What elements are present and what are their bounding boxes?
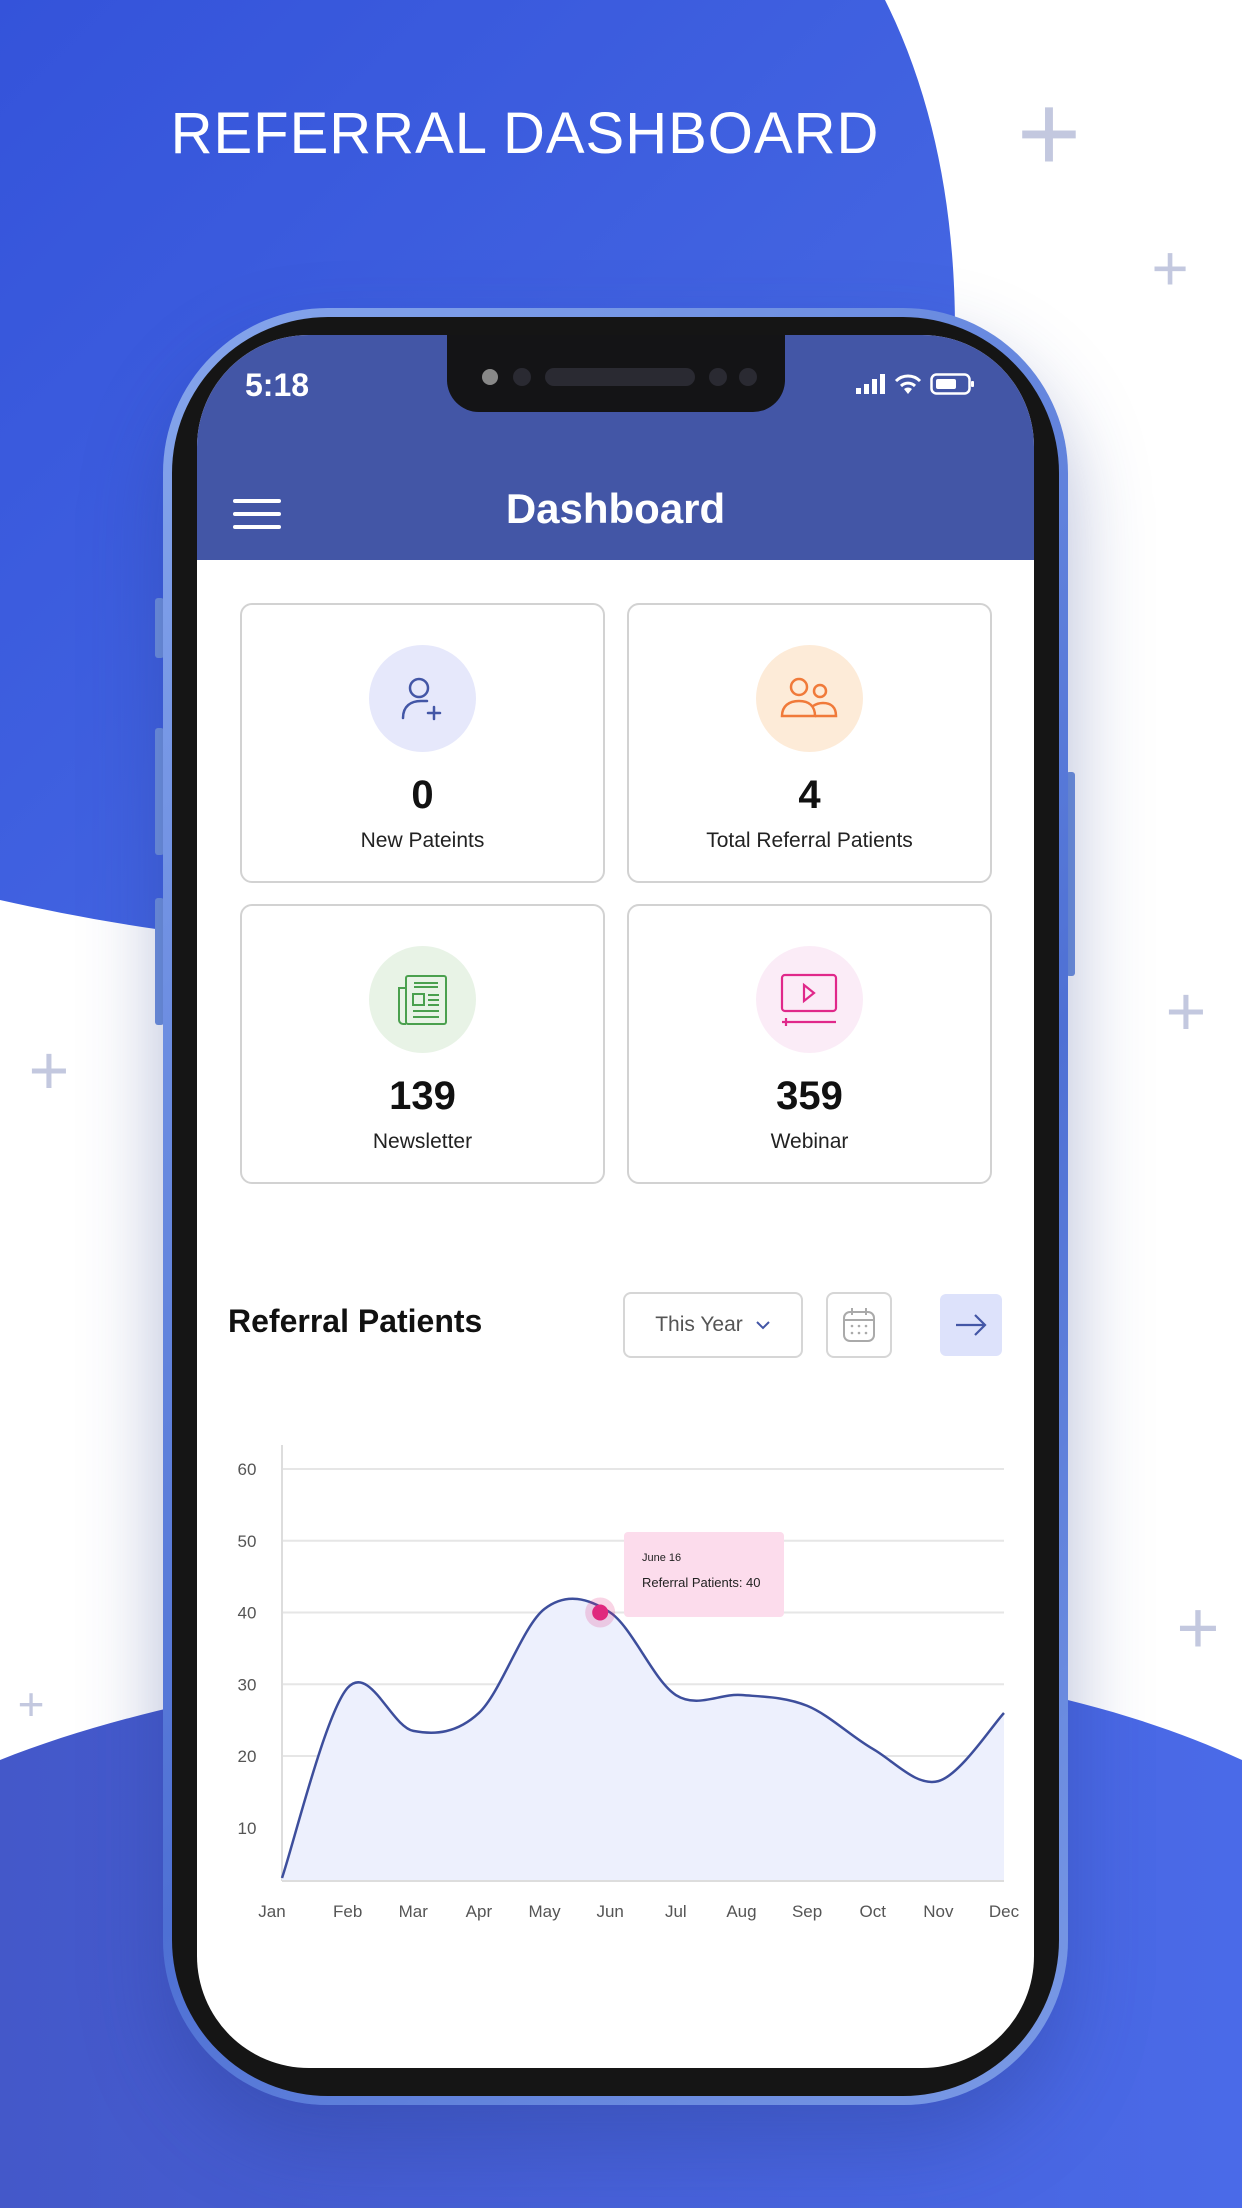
battery-icon (930, 373, 974, 395)
y-tick-label: 10 (238, 1819, 257, 1838)
chart-tooltip: June 16 Referral Patients: 40 (624, 1532, 784, 1617)
plus-decoration-icon: + (1151, 232, 1189, 304)
tooltip-date: June 16 (642, 1552, 682, 1564)
x-tick-label: Sep (792, 1902, 822, 1921)
x-tick-label: Jul (665, 1902, 687, 1921)
period-value: This Year (655, 1313, 743, 1336)
x-tick-label: Nov (923, 1902, 954, 1921)
plus-decoration-icon: + (1176, 1586, 1220, 1669)
stat-card-newsletter[interactable]: 139 Newsletter (240, 904, 605, 1184)
y-tick-label: 40 (238, 1604, 257, 1623)
period-dropdown[interactable]: This Year (623, 1292, 803, 1358)
x-tick-label: Jun (596, 1902, 623, 1921)
x-tick-label: Apr (466, 1902, 493, 1921)
stat-card-new-patients[interactable]: 0 New Pateints (240, 603, 605, 883)
calendar-icon (843, 1308, 875, 1342)
power-button (1066, 772, 1075, 976)
highlight-point (592, 1604, 609, 1621)
hamburger-menu-button[interactable] (233, 499, 281, 529)
promo-title: REFERRAL DASHBOARD (170, 101, 880, 166)
x-tick-label: Jan (258, 1902, 285, 1921)
y-tick-label: 60 (238, 1460, 257, 1479)
phone-frame: 5:18 Dashboard 0 New Pateints 4 (163, 308, 1068, 2105)
stat-value: 359 (776, 1074, 843, 1118)
series-line (280, 1597, 1005, 1879)
x-tick-label: May (528, 1902, 561, 1921)
x-tick-label: Dec (989, 1902, 1020, 1921)
signal-icon (856, 374, 885, 394)
x-tick-label: Oct (860, 1902, 887, 1921)
stat-label: Webinar (770, 1130, 849, 1153)
app-header: 5:18 Dashboard (197, 335, 1034, 560)
volume-button (155, 598, 164, 658)
users-icon (780, 677, 838, 717)
referral-chart: 10 20 30 40 50 60 Jan Feb Mar Apr May Jun Jul Aug Sep O… (238, 1445, 1020, 1921)
stat-value: 4 (798, 773, 821, 817)
next-button[interactable] (940, 1294, 1002, 1356)
wifi-icon (894, 374, 922, 394)
user-plus-icon (401, 677, 442, 720)
y-tick-label: 30 (238, 1675, 257, 1694)
stat-label: New Pateints (360, 829, 485, 852)
stat-value: 0 (411, 773, 434, 817)
x-tick-label: Feb (333, 1902, 362, 1921)
y-tick-label: 50 (238, 1532, 257, 1551)
plus-decoration-icon: + (28, 1031, 70, 1109)
phone-notch (447, 335, 785, 412)
plus-decoration-icon: + (17, 1678, 45, 1730)
volume-button (155, 898, 164, 1025)
video-play-icon (780, 973, 838, 1026)
stat-label: Total Referral Patients (706, 829, 913, 852)
plus-decoration-icon: + (1165, 972, 1207, 1050)
stat-card-webinar[interactable]: 359 Webinar (627, 904, 992, 1184)
section-title: Referral Patients (228, 1303, 483, 1339)
newspaper-icon (398, 974, 447, 1025)
plus-decoration-icon: + (1016, 72, 1082, 195)
area-fill (282, 1598, 1004, 1881)
y-tick-label: 20 (238, 1747, 257, 1766)
volume-button (155, 728, 164, 855)
status-icons (856, 373, 976, 395)
x-tick-label: Aug (726, 1902, 756, 1921)
stat-card-total-referral[interactable]: 4 Total Referral Patients (627, 603, 992, 883)
phone-screen: 5:18 Dashboard 0 New Pateints 4 (197, 335, 1034, 2068)
icon-circle (755, 946, 863, 1053)
icon-circle (368, 645, 476, 752)
stat-label: Newsletter (372, 1130, 473, 1153)
page-title: Dashboard (505, 485, 726, 532)
status-time: 5:18 (245, 367, 310, 403)
tooltip-value: Referral Patients: 40 (642, 1575, 761, 1590)
icon-circle (755, 645, 863, 752)
x-tick-label: Mar (399, 1902, 429, 1921)
camera-sensors-icon (482, 368, 757, 386)
icon-circle (368, 946, 476, 1053)
arrow-right-icon (956, 1314, 987, 1336)
calendar-button[interactable] (826, 1292, 892, 1358)
chevron-down-icon (756, 1321, 770, 1330)
stat-value: 139 (389, 1074, 456, 1118)
